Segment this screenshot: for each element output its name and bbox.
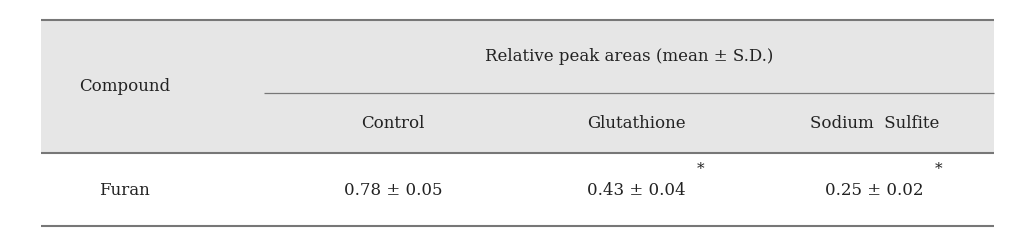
Text: Compound: Compound: [79, 77, 170, 95]
Text: *: *: [935, 162, 942, 176]
Text: Glutathione: Glutathione: [587, 114, 686, 132]
Text: Control: Control: [361, 114, 425, 132]
Text: Relative peak areas (mean ± S.D.): Relative peak areas (mean ± S.D.): [484, 48, 773, 65]
Text: 0.78 ± 0.05: 0.78 ± 0.05: [344, 182, 443, 199]
Text: Sodium  Sulfite: Sodium Sulfite: [809, 114, 939, 132]
Text: 0.43 ± 0.04: 0.43 ± 0.04: [587, 182, 686, 199]
Text: *: *: [697, 162, 704, 176]
FancyBboxPatch shape: [41, 20, 994, 153]
Text: Furan: Furan: [98, 182, 150, 199]
Text: 0.25 ± 0.02: 0.25 ± 0.02: [825, 182, 924, 199]
